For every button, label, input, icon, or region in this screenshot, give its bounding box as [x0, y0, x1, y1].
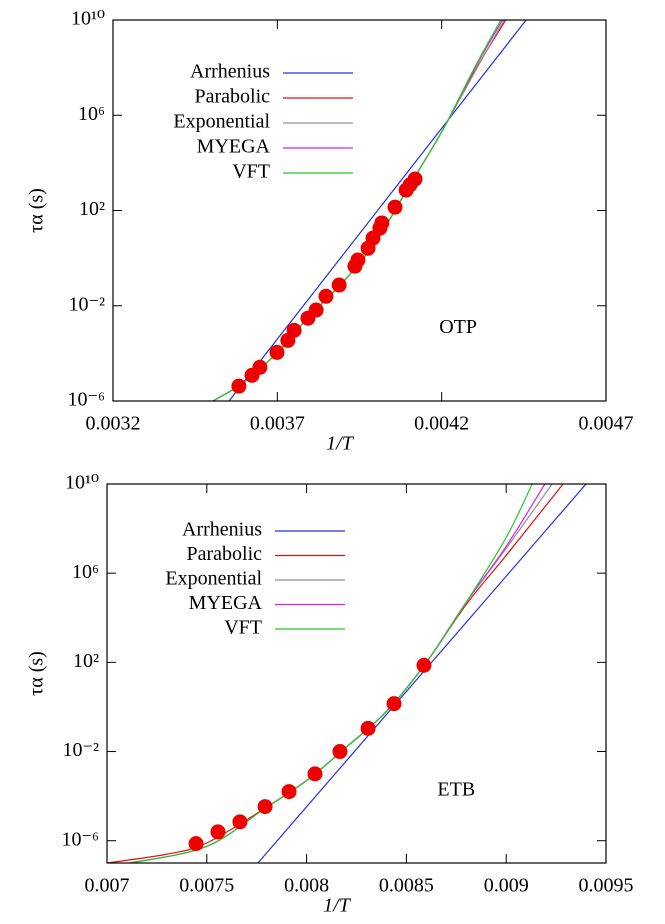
legend-label: Parabolic [194, 86, 270, 108]
data-point [269, 344, 285, 360]
data-point [407, 171, 423, 187]
x-tick-label: 0.0042 [414, 413, 469, 435]
x-tick-label: 0.008 [284, 875, 329, 897]
y-tick-label: 10⁻⁶ [67, 389, 105, 411]
data-point [416, 657, 432, 673]
legend-label: Exponential [173, 111, 270, 133]
x-tick-label: 0.0095 [579, 875, 634, 897]
data-point [386, 696, 402, 712]
legend-label: Arrhenius [190, 61, 270, 83]
x-tick-label: 0.0037 [250, 413, 305, 435]
y-tick-label: 10¹⁰ [71, 8, 105, 30]
x-tick-label: 0.0075 [179, 875, 234, 897]
legend-label: Parabolic [186, 543, 262, 565]
annotation: OTP [439, 316, 477, 338]
x-axis-label: 1/T [323, 895, 352, 917]
data-point [374, 215, 390, 231]
data-point [210, 824, 226, 840]
y-tick-label: 10² [73, 650, 99, 672]
fit-line [129, 484, 546, 863]
data-point [308, 302, 324, 318]
legend-label: MYEGA [189, 592, 263, 614]
plot-frame [106, 483, 607, 864]
legend-label: VFT [224, 617, 262, 639]
data-point [318, 288, 334, 304]
annotation: ETB [437, 779, 475, 801]
fit-line [228, 20, 527, 401]
data-point [286, 322, 302, 338]
data-point [332, 744, 348, 760]
plot-frame [112, 19, 607, 402]
legend-label: Arrhenius [182, 519, 262, 541]
data-point [307, 766, 323, 782]
y-tick-label: 10⁻⁶ [61, 828, 99, 850]
fit-line [129, 484, 553, 863]
data-point [257, 799, 273, 815]
y-axis-label: τα (s) [26, 188, 48, 233]
y-tick-label: 10⁶ [78, 103, 105, 125]
legend-label: MYEGA [197, 136, 271, 158]
data-point [331, 277, 347, 293]
y-tick-label: 10¹⁰ [65, 472, 99, 494]
x-axis-label: 1/T [326, 433, 355, 455]
fit-line [129, 484, 533, 863]
x-tick-label: 0.009 [484, 875, 529, 897]
data-point [252, 359, 268, 375]
y-tick-label: 10⁻² [62, 739, 99, 761]
x-tick-label: 0.0047 [579, 413, 634, 435]
fit-line [107, 484, 564, 863]
legend-label: VFT [232, 161, 270, 183]
fit-line [257, 484, 587, 863]
legend-label: Exponential [165, 568, 262, 590]
y-tick-label: 10⁻² [68, 293, 105, 315]
y-axis-label: τα (s) [26, 651, 48, 696]
data-point [281, 784, 297, 800]
y-tick-label: 10⁶ [72, 561, 99, 583]
x-tick-label: 0.0085 [379, 875, 434, 897]
data-point [231, 378, 247, 394]
data-point [350, 252, 366, 268]
data-point [360, 720, 376, 736]
x-tick-label: 0.0032 [86, 413, 141, 435]
data-point [232, 814, 248, 830]
data-point [387, 199, 403, 215]
data-point [188, 836, 204, 852]
x-tick-label: 0.007 [85, 875, 130, 897]
y-tick-label: 10² [79, 198, 105, 220]
